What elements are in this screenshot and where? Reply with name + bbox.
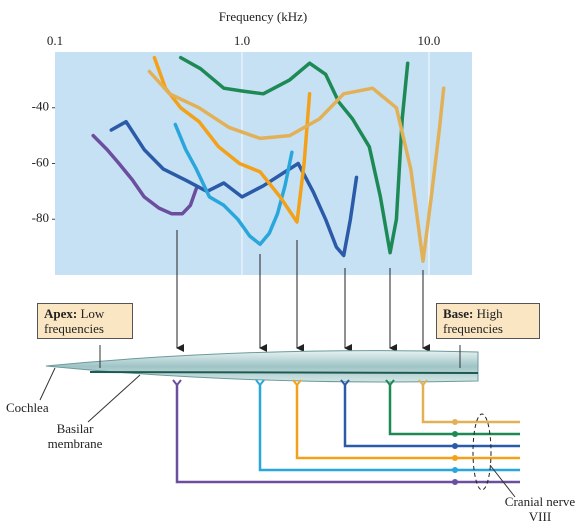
y-tick-label: -60 <box>32 154 49 169</box>
base-box: Base: High frequencies <box>436 303 540 339</box>
basilar-membrane-line <box>90 372 478 373</box>
x-tick-label: 10.0 <box>418 33 441 48</box>
apex-box: Apex: Low frequencies <box>37 303 133 339</box>
apex-title: Apex: <box>44 306 77 321</box>
y-tick-label: -80 <box>32 210 49 225</box>
nerve-label: Cranial nerve VIII <box>500 494 580 524</box>
axis-title: Frequency (kHz) <box>219 9 307 24</box>
nerve-bundle <box>473 414 491 490</box>
basilar-pointer <box>88 375 140 422</box>
page: {"chart_data": {"type": "line", "title":… <box>0 0 587 527</box>
y-tick-label: -40 <box>32 99 49 114</box>
cochlea-pointer <box>40 368 55 400</box>
base-title: Base: <box>443 306 473 321</box>
x-tick-label: 1.0 <box>234 33 250 48</box>
ganglia <box>452 419 458 485</box>
cochlea-shape <box>46 351 478 382</box>
basilar-label: Basilar membrane <box>40 421 110 451</box>
x-tick-label: 0.1 <box>47 33 63 48</box>
neurons <box>177 385 520 482</box>
cochlea-label: Cochlea <box>6 400 49 415</box>
